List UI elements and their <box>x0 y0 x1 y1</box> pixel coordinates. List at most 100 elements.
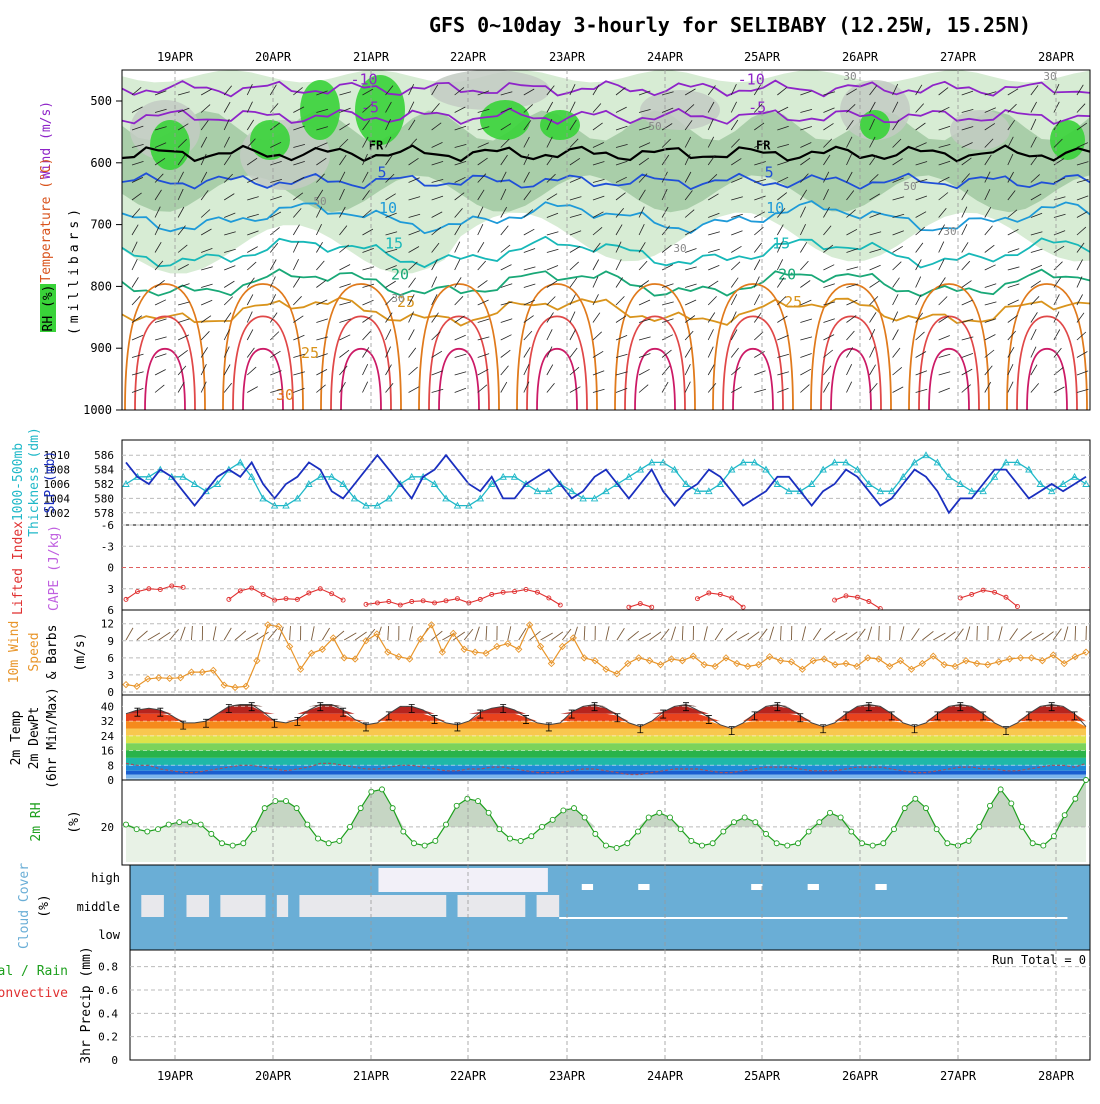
rh-point <box>668 815 673 820</box>
rh-point <box>710 841 715 846</box>
wind-barb <box>879 626 880 640</box>
rh-point <box>156 827 161 832</box>
rh-point <box>764 831 769 836</box>
rh-point <box>486 810 491 815</box>
isotherm-label: 20 <box>778 265 796 283</box>
rh-point <box>945 841 950 846</box>
pressure-tick-label: 1000 <box>83 403 112 417</box>
rh-point <box>1062 813 1067 818</box>
rh-point <box>561 808 566 813</box>
temp-tick-label: 24 <box>101 730 115 743</box>
temp-color-band <box>126 706 1086 713</box>
rh-contour-label: 30 <box>843 70 856 83</box>
cloud-background <box>130 865 1090 950</box>
rh-point <box>785 843 790 848</box>
date-label-top: 24APR <box>647 50 684 64</box>
cloud-middle-block <box>220 895 265 917</box>
date-label-bottom: 24APR <box>647 1069 684 1083</box>
li-tick-label: 0 <box>107 562 114 575</box>
cloud-cover-label: Cloud Cover <box>17 863 32 949</box>
rh-point <box>262 806 267 811</box>
rh-point <box>177 820 182 825</box>
temp-color-band <box>126 751 1086 758</box>
cloud-high-fleck <box>638 884 649 890</box>
rh-point <box>134 827 139 832</box>
speed-label: Speed <box>27 632 42 671</box>
rh-point <box>892 827 897 832</box>
rh-tick-label: 20 <box>101 821 114 834</box>
rh-point <box>913 796 918 801</box>
rh-point <box>966 838 971 843</box>
rh-point <box>284 799 289 804</box>
rh2m-label: 2m RH <box>29 802 44 841</box>
cloud-low-fleck <box>559 917 1067 919</box>
minmax-label: (6hr Min/Max) <box>45 687 60 789</box>
date-label-top: 21APR <box>353 50 390 64</box>
temp-color-band <box>126 729 1086 736</box>
thickness-tick-label: 586 <box>94 449 114 462</box>
slp-label: SLP (mb) <box>43 451 58 514</box>
rh-point <box>241 841 246 846</box>
cape-label: CAPE (J/kg) <box>47 525 62 611</box>
date-label-top: 22APR <box>450 50 487 64</box>
wind-tick-label: 0 <box>107 686 114 699</box>
rh-contour-label: 30 <box>943 225 956 238</box>
rh-point <box>934 827 939 832</box>
wind-tick-label: 9 <box>107 635 114 648</box>
rh-point <box>678 827 683 832</box>
temp-color-band <box>126 721 1086 728</box>
rh-point <box>540 824 545 829</box>
cloud-level-label: high <box>91 871 120 885</box>
rh-point <box>1041 843 1046 848</box>
pressure-tick-label: 700 <box>90 218 112 232</box>
rh-contour-label: 30 <box>391 292 404 305</box>
rh-2m-panel: 20 <box>101 778 1090 866</box>
rh-point <box>508 836 513 841</box>
cloud-middle-block <box>458 895 526 917</box>
rh-point <box>294 806 299 811</box>
rh-contour-label: 50 <box>903 180 916 193</box>
precip-tick-label: 0.4 <box>98 1007 118 1020</box>
rh-point <box>870 843 875 848</box>
rh-point <box>881 841 886 846</box>
rh-point <box>305 822 310 827</box>
date-label-top: 26APR <box>842 50 879 64</box>
date-label-top: 27APR <box>940 50 977 64</box>
temp-color-band <box>126 758 1086 765</box>
wind-tick-label: 6 <box>107 652 114 665</box>
date-label-top: 23APR <box>549 50 586 64</box>
barbs-label: & Barbs <box>45 625 60 680</box>
isotherm-label: -10 <box>738 71 765 89</box>
rh-point <box>582 815 587 820</box>
rh-point <box>636 829 641 834</box>
rh-point <box>337 838 342 843</box>
temp-color-band <box>126 743 1086 750</box>
thickness-tick-label: 582 <box>94 478 114 491</box>
run-total: Run Total = 0 <box>992 953 1086 967</box>
rh-point <box>849 829 854 834</box>
rh-point <box>593 831 598 836</box>
total-rain-label: Total / Rain <box>0 964 68 979</box>
rh2m-unit: (%) <box>67 810 82 833</box>
isotherm-label: 5 <box>377 163 386 181</box>
rh-point <box>700 843 705 848</box>
pressure-tick-label: 600 <box>90 156 112 170</box>
rh-point <box>550 817 555 822</box>
rh-contour-label: 30 <box>673 242 686 255</box>
rh-point <box>753 820 758 825</box>
temp-color-band <box>126 775 1086 779</box>
rh-point <box>198 822 203 827</box>
precip-tick-label: 0 <box>111 1054 118 1067</box>
rh-point <box>1020 824 1025 829</box>
rh-point <box>796 841 801 846</box>
thickness-frame <box>122 440 1090 525</box>
temp-tick-label: 8 <box>107 759 114 772</box>
temp-tick-label: 32 <box>101 715 114 728</box>
rh-point <box>412 841 417 846</box>
isotherm-label: 25 <box>784 293 802 311</box>
wind-tick-label: 3 <box>107 669 114 682</box>
rh-point <box>657 810 662 815</box>
t2m-label: 2m Temp <box>9 710 24 765</box>
